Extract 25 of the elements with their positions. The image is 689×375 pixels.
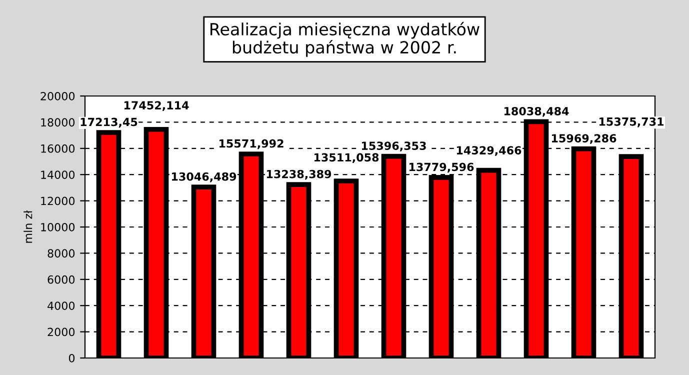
- y-tick-label: 12000: [41, 196, 75, 206]
- data-label: 14329,466: [456, 146, 522, 156]
- y-tick-label: 18000: [41, 118, 75, 127]
- y-tick-label: 14000: [41, 170, 75, 179]
- data-label: 18038,484: [504, 106, 569, 117]
- y-tick-label: 0: [68, 354, 75, 362]
- y-tick-label: 20000: [40, 92, 75, 100]
- y-tick-label: 6000: [48, 275, 75, 284]
- y-tick-label: 4000: [48, 302, 75, 310]
- data-label: 13238,389: [266, 170, 332, 180]
- y-tick-label: 16000: [41, 144, 75, 153]
- data-label: 17452,114: [124, 101, 189, 111]
- data-label: 13511,058: [314, 153, 379, 164]
- y-tick-label: 8000: [48, 249, 75, 258]
- y-tick-label: 10000: [41, 222, 75, 232]
- chart-title: Realizacja miesięczna wydatków budżetu państwa w 2002 r.: [210, 22, 480, 57]
- data-label: 15375,731: [599, 117, 664, 128]
- data-label: 15969,286: [552, 134, 616, 144]
- data-label: 15571,992: [219, 139, 284, 150]
- data-label: 13779,596: [409, 162, 474, 173]
- data-label: 15396,353: [362, 142, 426, 152]
- data-label: 13046,489: [172, 172, 236, 182]
- y-tick-label: 2000: [48, 328, 75, 336]
- data-label: 17213,45: [80, 118, 138, 128]
- y-axis-title: mln zł: [24, 210, 32, 243]
